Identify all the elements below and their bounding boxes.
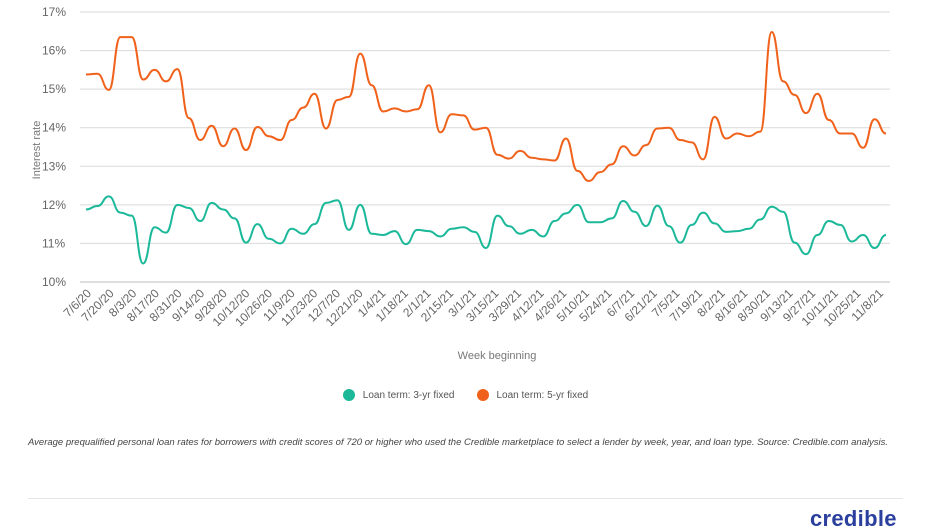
y-tick-label: 16% bbox=[42, 44, 66, 58]
y-tick-label: 17% bbox=[42, 5, 66, 19]
series-line-5yr bbox=[85, 31, 887, 182]
y-tick-label: 13% bbox=[42, 159, 66, 173]
legend: Loan term: 3-yr fixed Loan term: 5-yr fi… bbox=[0, 389, 931, 401]
y-tick-label: 11% bbox=[42, 236, 65, 250]
y-tick-label: 10% bbox=[42, 275, 66, 289]
legend-item-3yr[interactable]: Loan term: 3-yr fixed bbox=[342, 389, 455, 401]
legend-dot-5yr-icon bbox=[476, 389, 489, 401]
y-tick-label: 14% bbox=[42, 121, 66, 135]
x-axis-title: Week beginning bbox=[458, 350, 537, 362]
series-line-3yr bbox=[85, 195, 887, 265]
x-axis-ticks: 7/6/207/20/208/3/208/17/208/31/209/14/20… bbox=[61, 286, 887, 329]
y-axis-title: Interest rate bbox=[31, 121, 43, 180]
legend-item-5yr[interactable]: Loan term: 5-yr fixed bbox=[476, 389, 589, 401]
chart-caption: Average prequalified personal loan rates… bbox=[28, 437, 889, 448]
line-chart: 10% 11% 12% 13% 14% 15% 16% 17% 7/6/207/20/208/… bbox=[31, 5, 890, 362]
legend-label-3yr: Loan term: 3-yr fixed bbox=[362, 389, 455, 401]
y-tick-label: 15% bbox=[42, 82, 66, 96]
credible-logo[interactable]: credible bbox=[810, 506, 897, 531]
y-axis-ticks: 10% 11% 12% 13% 14% 15% 16% 17% bbox=[42, 5, 66, 289]
legend-dot-3yr-icon bbox=[342, 389, 355, 401]
legend-label-5yr: Loan term: 5-yr fixed bbox=[496, 389, 589, 401]
series-lines bbox=[85, 31, 887, 265]
divider bbox=[28, 498, 903, 499]
y-tick-label: 12% bbox=[42, 198, 66, 212]
